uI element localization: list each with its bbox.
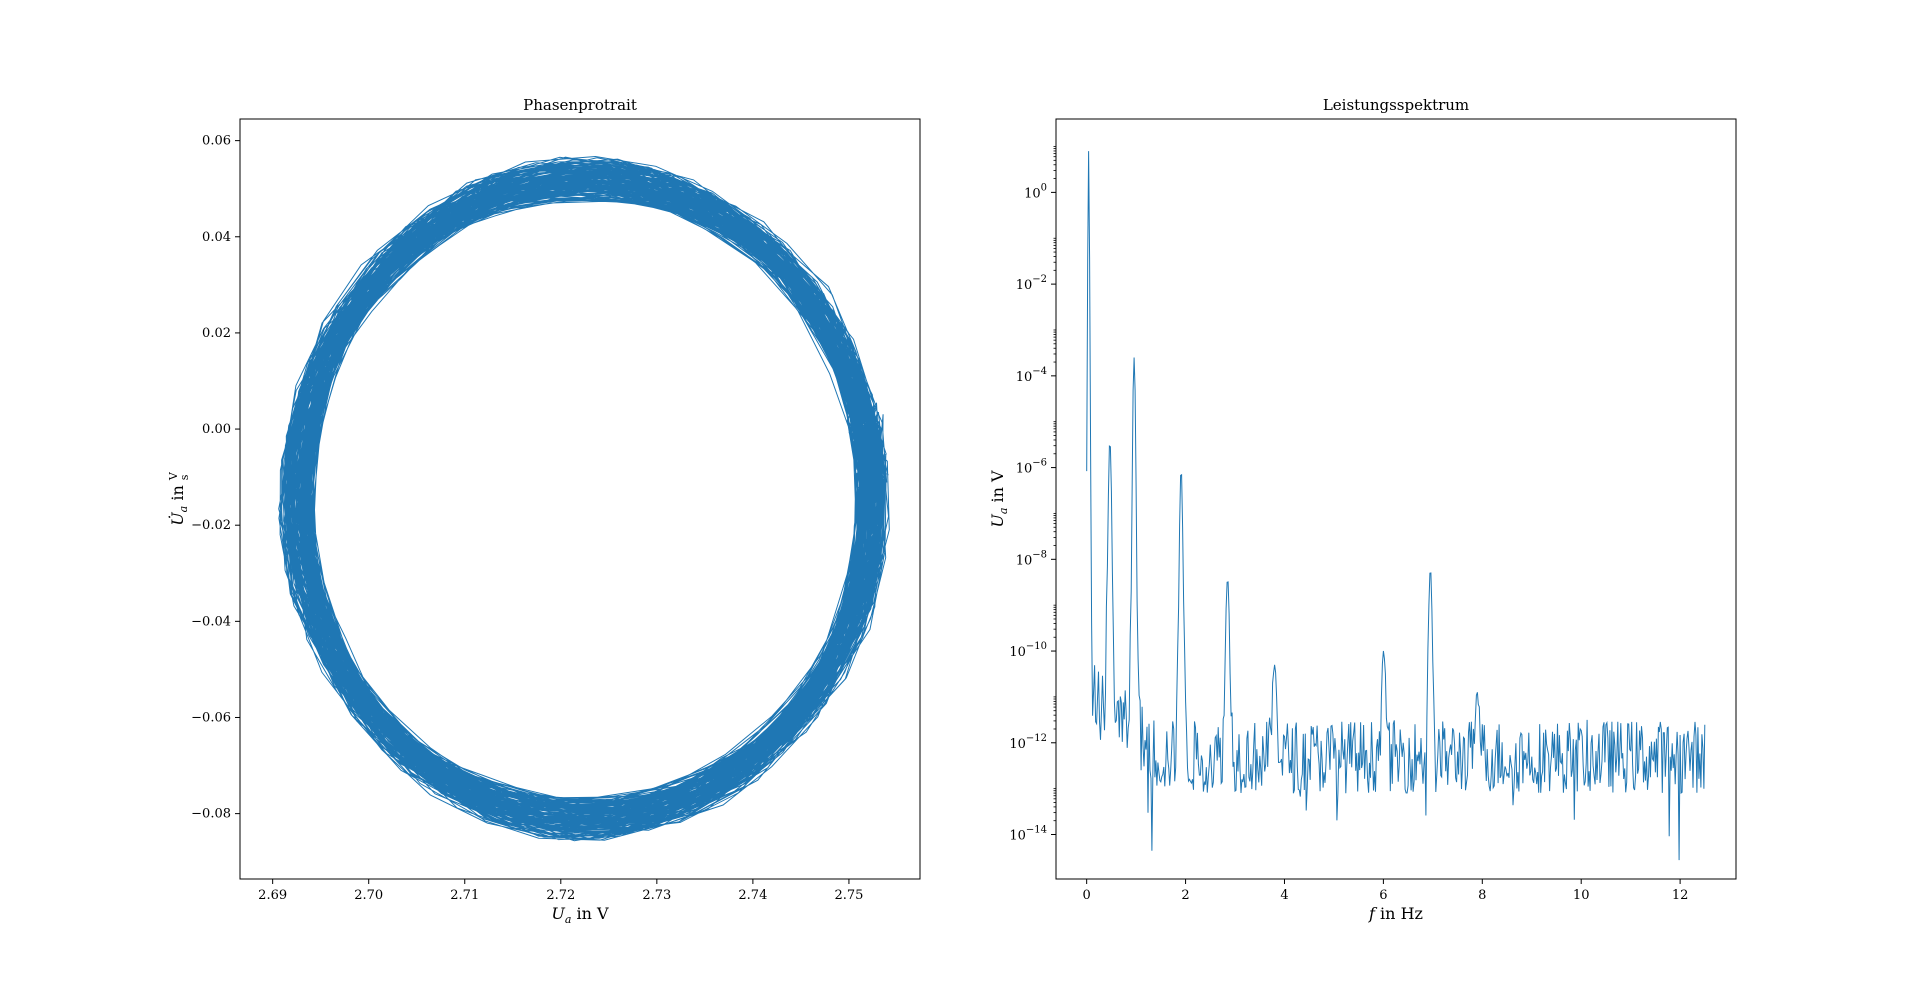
phase-portrait-ytick-label: 0.04 (202, 230, 231, 245)
power-spectrum-ytick-label: 10−4 (1016, 366, 1047, 385)
phase-portrait-ytick-label: 0.00 (202, 422, 231, 437)
power-spectrum-xtick-label: 2 (1181, 888, 1189, 903)
phase-portrait-xlabel: Ua in V (551, 904, 609, 926)
phase-portrait-ytick-label: −0.06 (191, 710, 231, 725)
power-spectrum-frame (1055, 118, 1737, 880)
power-spectrum-panel: Leistungsspektrum 0 2 4 6 8 10 12 100 10−2 10−4 10… (988, 96, 1737, 923)
power-spectrum-xtick-label: 12 (1672, 888, 1689, 903)
phase-portrait-panel: Phasenprotrait 2.69 2.70 2.71 2.72 2.73 2.74 2… (167, 96, 921, 926)
power-spectrum-xtick-label: 10 (1573, 888, 1590, 903)
power-spectrum-ytick-label: 10−14 (1009, 825, 1047, 844)
phase-portrait-xtick-label: 2.70 (354, 888, 383, 903)
phase-portrait-ytick-label: −0.02 (191, 518, 231, 533)
power-spectrum-xtick-label: 8 (1478, 888, 1486, 903)
power-spectrum-xtick-label: 6 (1379, 888, 1387, 903)
power-spectrum-title: Leistungsspektrum (1323, 96, 1469, 114)
phase-portrait-ytick-label: −0.08 (191, 807, 231, 822)
power-spectrum-ticks: 0 2 4 6 8 10 12 100 10−2 10−4 10−6 10−8 10−10 10−12 10… (1009, 146, 1689, 903)
power-spectrum-ytick-label: 10−2 (1016, 274, 1047, 293)
power-spectrum-xtick-label: 4 (1280, 888, 1288, 903)
phase-portrait-ytick-label: 0.02 (202, 326, 231, 341)
power-spectrum-plot-area (1086, 151, 1706, 861)
phase-portrait-xtick-label: 2.72 (546, 888, 575, 903)
power-spectrum-ylabel: Ua in V (988, 470, 1010, 528)
phase-portrait-ticks: 2.69 2.70 2.71 2.72 2.73 2.74 2.75 0.06 0.04 0.02… (191, 134, 863, 903)
power-spectrum-xlabel: f in Hz (1368, 904, 1423, 923)
power-spectrum-ytick-label: 10−6 (1016, 458, 1047, 477)
phase-portrait-xtick-label: 2.71 (450, 888, 479, 903)
power-spectrum-ytick-label: 100 (1024, 182, 1047, 201)
phase-portrait-xtick-label: 2.75 (834, 888, 863, 903)
svg-text:U̇a in Vs: U̇a in Vs (167, 471, 191, 526)
phase-portrait-xtick-label: 2.69 (258, 888, 287, 903)
phase-portrait-ytick-label: −0.04 (191, 614, 231, 629)
phase-portrait-series-line (278, 155, 890, 842)
phase-portrait-ytick-label: 0.06 (202, 134, 231, 149)
phase-portrait-frame (239, 118, 921, 880)
phase-portrait-title: Phasenprotrait (523, 96, 637, 114)
svg-text:Ua in V: Ua in V (988, 470, 1010, 528)
phase-portrait-plot-area (278, 155, 890, 842)
power-spectrum-ytick-label: 10−12 (1009, 733, 1047, 752)
power-spectrum-xtick-label: 0 (1083, 888, 1091, 903)
phase-portrait-xtick-label: 2.74 (738, 888, 767, 903)
power-spectrum-ytick-label: 10−10 (1009, 641, 1047, 660)
phase-portrait-xtick-label: 2.73 (642, 888, 671, 903)
power-spectrum-ytick-label: 10−8 (1016, 549, 1047, 568)
phase-portrait-ylabel: U̇a in Vs (167, 471, 191, 526)
power-spectrum-series-line (1086, 151, 1706, 861)
